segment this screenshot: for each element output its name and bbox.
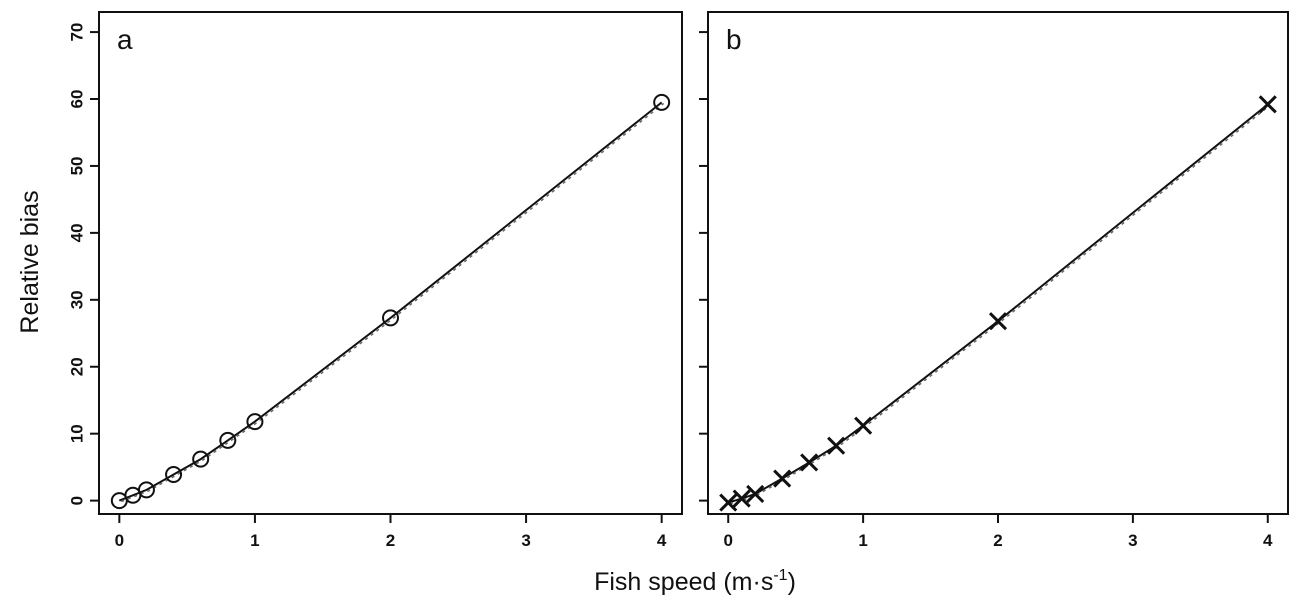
y-tick-label: 70 [68,23,87,42]
y-tick-label: 20 [68,357,87,376]
x-tick-label: 1 [858,531,867,550]
x-axis-title-superscript: -1 [773,567,787,584]
data-point [246,413,264,431]
series-reference-line [121,102,665,503]
data-point [854,416,873,435]
data-point [192,450,210,468]
x-axis-title-main: Fish speed (m·s [594,568,773,596]
x-tick-label: 2 [993,531,1002,550]
data-point [219,431,237,449]
y-tick-label: 0 [68,496,87,505]
data-point [719,493,738,512]
y-tick-label: 40 [68,223,87,242]
x-tick-label: 4 [1263,531,1273,550]
panel-b: 0 1 2 3 4 b [699,11,1289,550]
data-point [773,469,792,488]
x-tick-label: 0 [723,531,732,550]
x-tick-label: 4 [657,531,667,550]
y-axis-title: Relative bias [16,190,44,333]
y-tick-label: 10 [68,424,87,443]
series-reference-line [729,104,1271,505]
x-axis-title: Fish speed (m·s-1) [594,567,796,596]
x-tick-label: 3 [1128,531,1137,550]
panel-label: b [726,24,742,55]
series-line [118,101,663,502]
data-point [382,309,399,327]
data-point [827,436,846,455]
data-point [732,489,751,508]
y-tick-label: 60 [68,90,87,109]
x-tick-label: 1 [250,531,259,550]
x-tick-label: 0 [115,531,124,550]
plot-frame [707,11,1289,515]
x-axis-title-close: ) [788,568,796,596]
data-point [988,312,1008,331]
x-tick-label: 2 [386,531,395,550]
y-tick-label: 50 [68,156,87,175]
data-point [653,93,671,111]
y-tick-label: 30 [68,290,87,309]
plot-frame [98,11,683,515]
data-point [165,466,183,484]
data-point [137,481,155,499]
series-line [727,103,1269,504]
data-point [1258,95,1277,114]
x-tick-label: 3 [521,531,530,550]
panel-label: a [117,24,133,55]
data-point [746,484,765,503]
data-point [800,453,819,472]
